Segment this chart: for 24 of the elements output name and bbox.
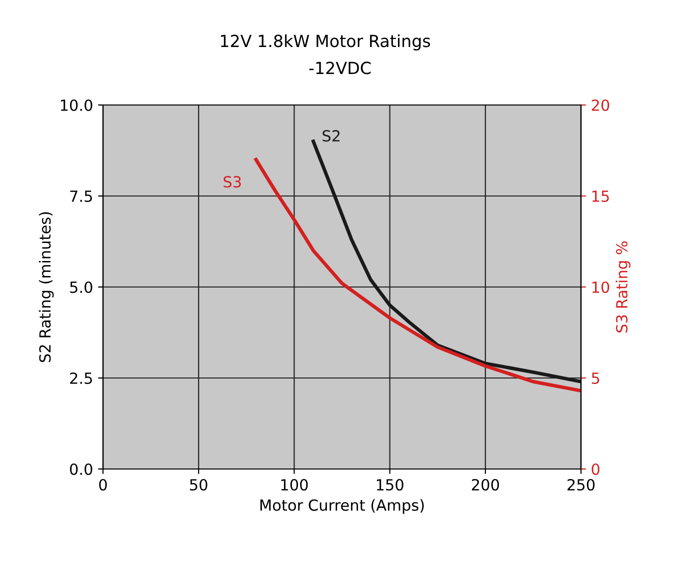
chart-subtitle: -12VDC	[309, 62, 371, 74]
chart-title: 12V 1.8kW Motor Ratings	[220, 34, 430, 50]
x-tick-label: 50	[190, 478, 208, 491]
y-tick-label: 0.0	[70, 463, 92, 476]
y2-tick-label: 20	[592, 99, 610, 112]
y2-axis-title: S3 Rating %	[616, 241, 631, 332]
y2-tick-label: 0	[592, 463, 600, 476]
y-tick-label: 2.5	[70, 372, 92, 384]
x-tick-label: 0	[99, 478, 107, 491]
x-tick-label: 200	[472, 478, 499, 491]
x-tick-label: 100	[281, 478, 308, 491]
y-tick-label: 7.5	[70, 190, 92, 202]
y-axis-title: S2 Rating (minutes)	[38, 212, 54, 362]
y2-tick-label: 10	[592, 281, 610, 294]
y2-tick-label: 5	[592, 372, 600, 384]
line-series	[254, 158, 581, 392]
y-tick-label: 5.0	[70, 281, 92, 294]
x-axis-title: Motor Current (Amps)	[260, 499, 424, 514]
y2-tick-label: 15	[592, 190, 609, 202]
series-label: S2	[322, 130, 340, 142]
x-tick-label: 250	[568, 478, 595, 491]
y-tick-label: 10.0	[60, 99, 92, 112]
x-tick-label: 150	[376, 478, 404, 491]
series-label: S3	[224, 176, 241, 188]
